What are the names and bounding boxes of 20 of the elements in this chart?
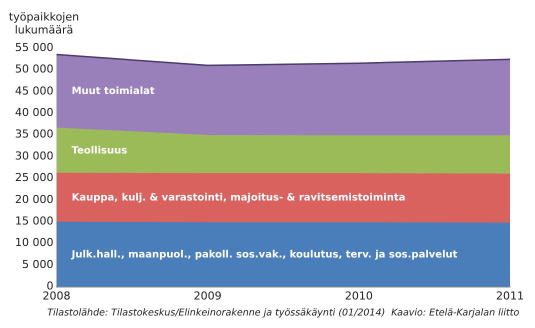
y-tick-label: 35 000 <box>14 128 54 141</box>
y-tick-label: 40 000 <box>14 106 54 119</box>
y-tick-label: 50 000 <box>14 62 54 76</box>
y-tick-label: 25 000 <box>14 171 54 184</box>
y-tick-label: 10 000 <box>14 236 54 250</box>
x-tick-label: 2011 <box>496 289 524 302</box>
text: Tilastolähde: Tilastokeskus/Elinkeinorakenne ja työssäkäynti (01/2014) Kaavio: Etelä-Karjalan liitto <box>47 308 520 319</box>
series-label: Kauppa, kulj. & varastointi, majoitus- & ravitsemistoiminta <box>72 192 406 204</box>
x-tick-label: 2010 <box>344 289 373 302</box>
y-axis-title: työpaikkojen lukumäärä <box>8 10 80 36</box>
y-tick-label: 15 000 <box>14 214 54 228</box>
y-tick-label: 30 000 <box>14 149 54 162</box>
series-label: Julk.hall., maanpuol., pakoll. sos.vak., koulutus, terv. ja sos.palvelut <box>70 249 458 260</box>
series-label: Teollisuus <box>72 145 128 156</box>
x-tick-label: 2009 <box>194 289 222 302</box>
y-tick-label: 20 000 <box>14 192 54 206</box>
y-tick-label: 45 000 <box>14 84 54 98</box>
series-label: Muut toimialat <box>72 86 155 98</box>
y-tick-label: 5 000 <box>22 258 54 271</box>
y-tick-label: 55 000 <box>14 40 54 54</box>
